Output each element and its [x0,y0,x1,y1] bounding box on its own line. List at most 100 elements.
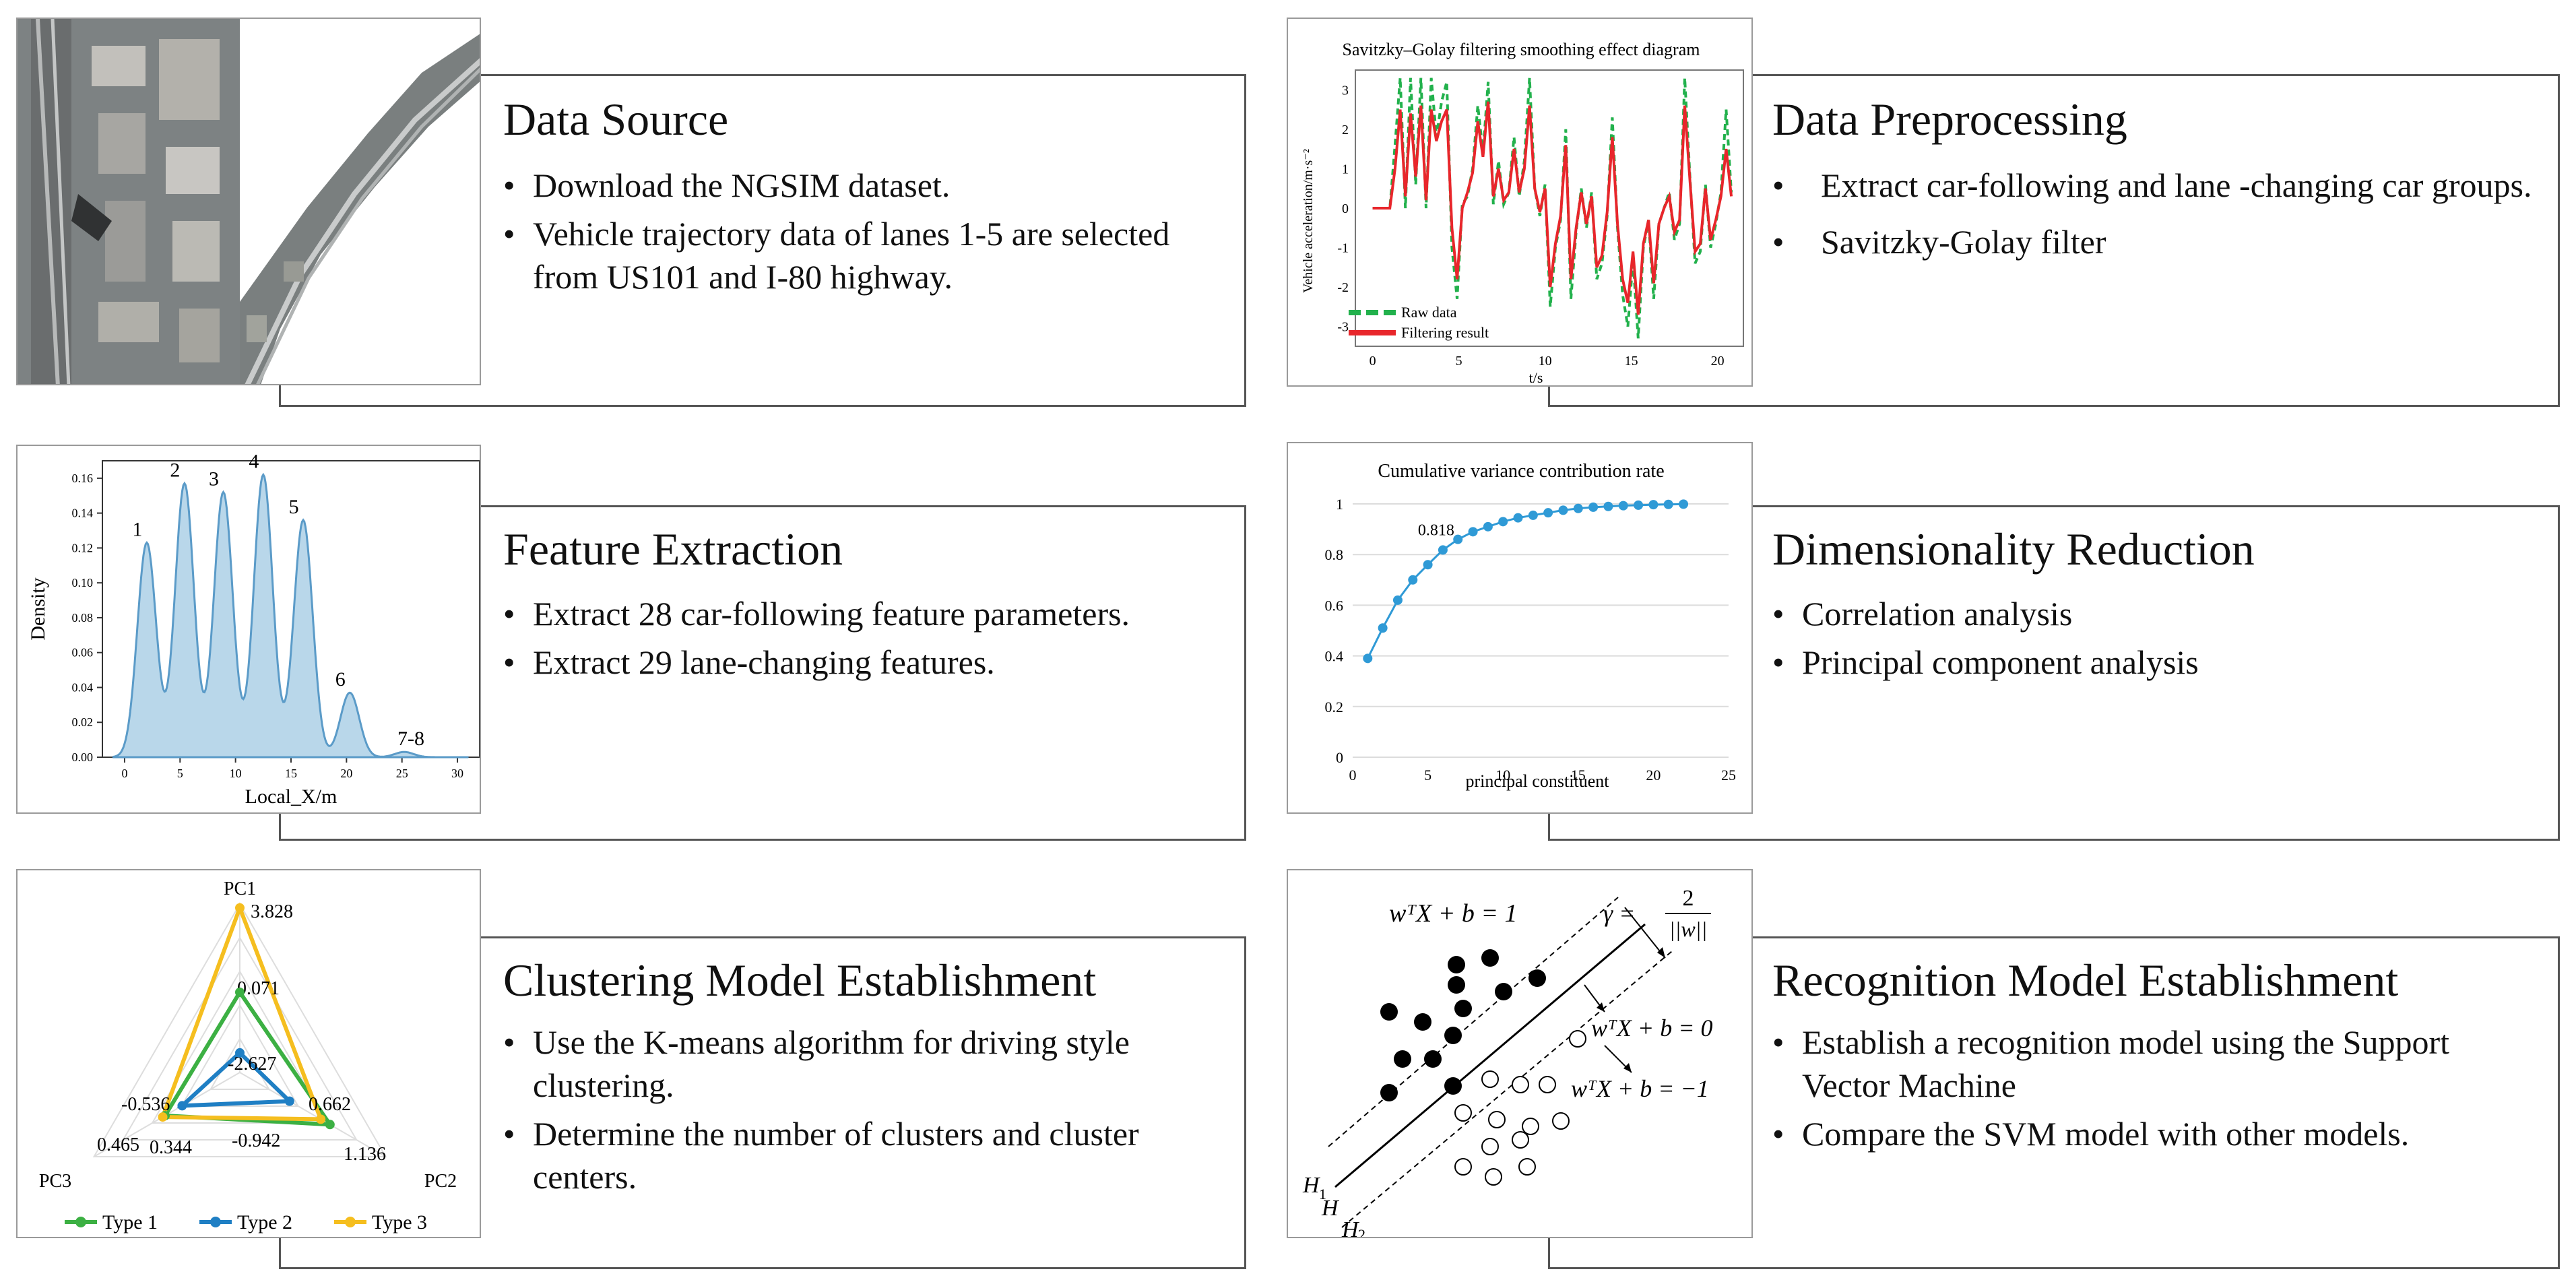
satellite-image [16,18,481,385]
lane-peak-label: 3 [209,468,219,490]
feature-extraction-title: Feature Extraction [503,523,843,575]
radar-vertex [316,1114,326,1124]
radar-vertex [235,987,245,997]
density-xtick-label: 15 [285,767,297,780]
label-h2-sub: 2 [1358,1226,1365,1238]
sg-xlabel: t/s [1529,369,1543,386]
radar-value-label: 0.344 [150,1137,192,1158]
cumvar-point [1558,505,1568,515]
radar-vertex [177,1101,187,1111]
cumvar-ytick-label: 0.8 [1325,546,1344,563]
equation-upper: wᵀX + b = 1 [1389,899,1518,928]
density-xtick-label: 0 [121,767,127,780]
cumvar-ytick-label: 0.6 [1325,597,1344,614]
cumvar-annotation: 0.818 [1418,521,1454,539]
svm-diagram: wᵀX + b = 1 wᵀX + b = 0 wᵀX + b = −1 γ =… [1302,886,1713,1238]
radar-axis-pc2: PC2 [424,1171,457,1192]
cumvar-ytick-label: 0.4 [1325,648,1344,665]
cumvar-title: Cumulative variance contribution rate [1378,461,1664,482]
bullet: Extract 28 car-following feature paramet… [503,592,1231,635]
radar-legend-marker [75,1217,86,1227]
density-ytick-label: 0.10 [72,576,94,589]
sg-chart-title: Savitzky–Golay filtering smoothing effec… [1343,40,1700,59]
radar-value-label: 0.662 [309,1094,351,1115]
equation-lower: wᵀX + b = −1 [1571,1075,1709,1102]
radar-type3-polygon [160,902,324,1122]
filtering-result-line [1372,101,1733,315]
sg-filter-chart: Savitzky–Golay filtering smoothing effec… [1301,40,1744,386]
cumvar-point [1453,534,1463,544]
cumvar-point [1498,517,1508,527]
bullet: Principal component analysis [1772,641,2534,684]
cumvar-xtick-label: 25 [1721,767,1736,783]
cumvar-point [1634,500,1644,510]
cumvar-point [1363,653,1373,664]
radar-grid-ring [151,969,329,1124]
density-chart-box: 0.16 0.14 0.12 0.10 0.08 0.06 0.04 0.02 0.00 0 5 1… [16,445,481,814]
cumvar-point [1423,560,1433,570]
cumvar-point [1528,510,1538,520]
cumvar-ytick-label: 1 [1336,496,1343,513]
radar-grid-ring [92,902,387,1157]
cumvar-point [1408,575,1418,585]
recognition-bullets: Establish a recognition model using the … [1772,1021,2534,1161]
lane-peak-label: 6 [335,668,346,691]
density-xtick-label: 20 [340,767,352,780]
cumvar-point [1483,521,1493,532]
gamma-label: γ = [1603,900,1635,927]
cumvar-chart-box: Cumulative variance contribution rate 1 0… [1287,442,1753,814]
radar-grid-ring [180,1003,300,1107]
label-h1-sub: 1 [1319,1186,1326,1202]
radar-legend-marker [210,1217,221,1227]
density-xtick-label: 30 [451,767,463,780]
sg-xtick-label: 10 [1539,354,1552,368]
sg-ytick-label: -2 [1337,280,1349,295]
recognition-title: Recognition Model Establishment [1772,955,2399,1006]
radar-vertex [235,903,245,913]
arrowhead-icon [1597,1002,1605,1012]
sg-ytick-label: 3 [1342,83,1349,98]
radar-chart-box: PC1 PC2 PC3 3.828 0.071 -2.627 -0.536 0.… [16,869,481,1238]
density-ytick-label: 0.08 [72,611,94,624]
radar-legend-label: Type 2 [237,1211,292,1233]
radar-axis-pc1: PC1 [224,878,256,899]
radar-vertex [284,1096,294,1106]
arrowhead-icon [1657,947,1665,958]
density-ytick-label: 0.00 [72,750,94,764]
radar-value-label: 0.071 [237,978,280,999]
equation-middle: wᵀX + b = 0 [1591,1015,1713,1041]
cumvar-xlabel: principal constituent [1465,771,1609,791]
sg-ytick-label: 2 [1342,123,1349,137]
cumvar-ytick-label: 0.2 [1325,699,1344,715]
cumvar-point [1573,503,1583,513]
bullet: Savitzky-Golay filter [1772,220,2534,263]
svm-diagram-box: wᵀX + b = 1 wᵀX + b = 0 wᵀX + b = −1 γ =… [1287,869,1753,1238]
sg-ytick-label: 1 [1342,162,1349,176]
radar-legend-label: Type 1 [102,1211,158,1233]
density-ytick-label: 0.06 [72,646,94,660]
density-xtick-label: 10 [230,767,242,780]
legend-filtered-label: Filtering result [1401,324,1489,341]
radar-type2-polygon [176,1050,294,1108]
label-h1: H [1302,1173,1321,1198]
cumvar-point [1543,508,1553,518]
radar-legend-label: Type 3 [372,1211,427,1233]
legend-raw-label: Raw data [1401,304,1457,321]
lane-peak-label: 1 [132,519,142,541]
gamma-denominator: ||w|| [1669,917,1708,941]
cumvar-point [1663,499,1673,509]
cumvar-xtick-label: 15 [1571,767,1586,783]
lane-peak-label: 4 [249,451,259,473]
bullet: Download the NGSIM dataset. [503,164,1231,207]
cumvar-point [1378,623,1388,633]
bullet: Determine the number of clusters and clu… [503,1112,1231,1198]
sg-xtick-label: 5 [1456,354,1462,368]
radar-vertex [158,1112,168,1122]
cumvar-line [1366,503,1684,660]
lane-peak-label: 2 [170,459,180,482]
cumvar-xtick-label: 0 [1349,767,1357,783]
cumulative-variance-chart: Cumulative variance contribution rate 1 0… [1325,461,1737,791]
clustering-bullets: Use the K-means algorithm for driving st… [503,1021,1231,1204]
radar-axis-pc3: PC3 [39,1171,71,1192]
label-h: H [1321,1196,1340,1221]
